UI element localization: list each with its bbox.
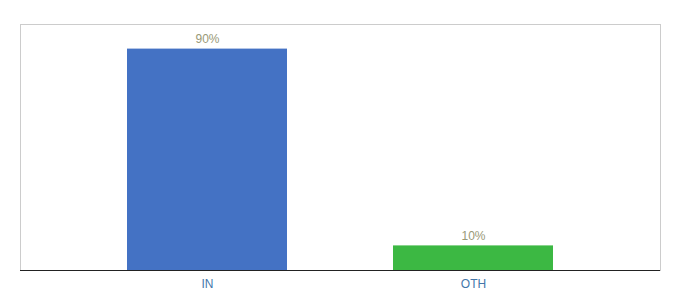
svg-text:90%: 90%	[195, 32, 219, 46]
svg-text:OTH: OTH	[461, 277, 486, 291]
svg-text:IN: IN	[202, 277, 214, 291]
svg-text:10%: 10%	[461, 229, 485, 243]
